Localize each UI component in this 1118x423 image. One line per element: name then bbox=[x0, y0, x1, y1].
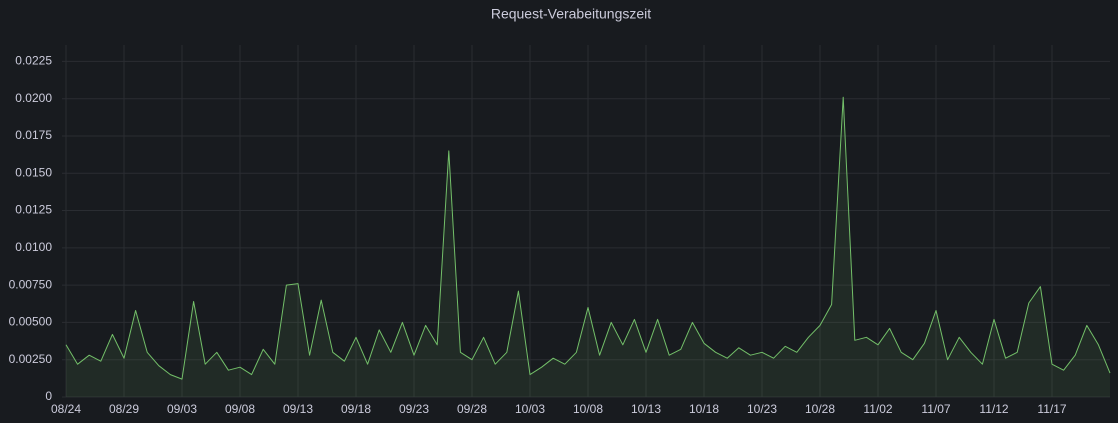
x-tick-label: 10/08 bbox=[573, 402, 603, 416]
y-tick-label: 0 bbox=[45, 389, 52, 403]
x-tick-label: 11/17 bbox=[1037, 402, 1066, 416]
line-area bbox=[66, 97, 1110, 397]
x-tick-label: 08/24 bbox=[51, 402, 81, 416]
y-tick-label: 0.00500 bbox=[9, 315, 53, 329]
y-tick-label: 0.00250 bbox=[9, 352, 53, 366]
x-tick-label: 10/13 bbox=[631, 402, 661, 416]
x-tick-label: 09/18 bbox=[341, 402, 371, 416]
x-tick-label: 09/23 bbox=[399, 402, 429, 416]
chart-title: Request-Verabeitungszeit bbox=[491, 6, 651, 22]
x-tick-label: 09/28 bbox=[457, 402, 487, 416]
y-tick-label: 0.00750 bbox=[9, 277, 53, 291]
x-tick-label: 09/03 bbox=[167, 402, 197, 416]
x-tick-label: 09/13 bbox=[283, 402, 313, 416]
x-tick-label: 09/08 bbox=[225, 402, 255, 416]
y-tick-label: 0.0125 bbox=[15, 203, 52, 217]
y-tick-label: 0.0225 bbox=[15, 54, 52, 68]
x-tick-label: 10/18 bbox=[689, 402, 719, 416]
y-tick-label: 0.0150 bbox=[15, 165, 52, 179]
line bbox=[65, 96, 1111, 380]
x-tick-label: 10/23 bbox=[747, 402, 777, 416]
y-tick-label: 0.0200 bbox=[15, 91, 52, 105]
x-tick-label: 11/12 bbox=[979, 402, 1008, 416]
x-tick-label: 10/28 bbox=[805, 402, 835, 416]
y-tick-label: 0.0100 bbox=[15, 240, 52, 254]
x-tick-label: 10/03 bbox=[515, 402, 545, 416]
y-tick-label: 0.0175 bbox=[15, 128, 52, 142]
x-tick-label: 11/02 bbox=[863, 402, 892, 416]
x-tick-label: 11/07 bbox=[921, 402, 950, 416]
x-tick-label: 08/29 bbox=[109, 402, 139, 416]
